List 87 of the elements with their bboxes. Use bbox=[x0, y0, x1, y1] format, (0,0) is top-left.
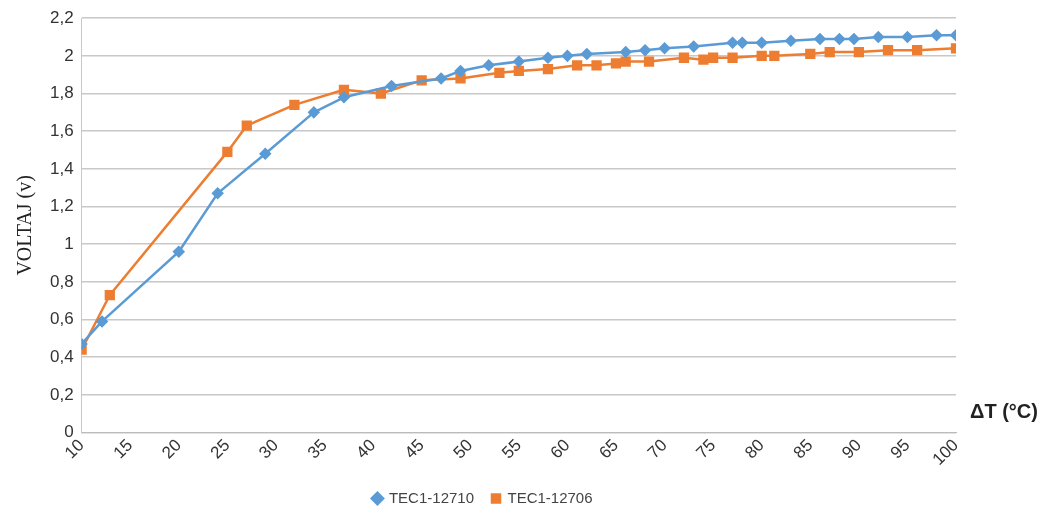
y-tick-label: 1,6 bbox=[49, 120, 74, 140]
point bbox=[610, 58, 622, 69]
point bbox=[581, 48, 593, 60]
point bbox=[620, 56, 631, 67]
point bbox=[814, 33, 826, 45]
y-tick-label: 2,2 bbox=[49, 7, 74, 27]
x-tick-label: 25 bbox=[206, 435, 234, 463]
point bbox=[785, 35, 797, 47]
point bbox=[912, 45, 923, 56]
point bbox=[96, 315, 108, 328]
x-tick-label: 40 bbox=[352, 435, 380, 463]
point bbox=[435, 72, 447, 85]
x-tick-label: 30 bbox=[255, 435, 283, 463]
point bbox=[658, 42, 671, 55]
y-tick-label: 0,6 bbox=[49, 309, 74, 329]
x-tick-label: 80 bbox=[741, 435, 768, 463]
point bbox=[727, 52, 738, 63]
point bbox=[619, 46, 632, 58]
x-tick-label: 35 bbox=[303, 435, 331, 463]
point bbox=[104, 289, 115, 301]
point bbox=[824, 46, 835, 58]
point bbox=[756, 50, 767, 61]
point bbox=[513, 65, 524, 77]
point bbox=[848, 33, 860, 45]
point bbox=[726, 36, 739, 49]
x-tick-label: 50 bbox=[449, 435, 477, 463]
point bbox=[643, 56, 655, 67]
x-tick-label: 20 bbox=[158, 435, 185, 463]
x-tick-label: 60 bbox=[546, 435, 574, 463]
point bbox=[707, 52, 719, 63]
point bbox=[259, 148, 271, 160]
point bbox=[173, 245, 185, 258]
point bbox=[241, 120, 252, 131]
point bbox=[455, 73, 466, 84]
point bbox=[308, 106, 320, 119]
x-tick-label: 75 bbox=[692, 435, 720, 463]
legend-label: TEC1-12706 bbox=[507, 488, 593, 506]
x-tick-label: 55 bbox=[498, 435, 525, 463]
point bbox=[494, 67, 505, 78]
x-tick-label: 90 bbox=[838, 435, 865, 463]
point bbox=[769, 50, 780, 61]
point bbox=[571, 60, 583, 71]
x-tick-label: 65 bbox=[595, 435, 623, 463]
point bbox=[678, 52, 690, 63]
y-tick-label: 0,8 bbox=[49, 271, 74, 291]
y-tick-label: 1,4 bbox=[49, 158, 74, 178]
point bbox=[872, 31, 885, 43]
x-axis-title: ΔT (°C) bbox=[970, 400, 1038, 423]
point bbox=[289, 99, 300, 110]
y-tick-label: 0,2 bbox=[49, 384, 74, 404]
point bbox=[385, 80, 398, 92]
point bbox=[930, 29, 943, 41]
x-tick-label: 100 bbox=[928, 435, 963, 469]
point bbox=[853, 46, 864, 58]
y-tick-label: 0 bbox=[64, 422, 74, 442]
point bbox=[513, 55, 525, 68]
point bbox=[211, 187, 224, 200]
point bbox=[222, 146, 233, 158]
legend-label: TEC1-12710 bbox=[388, 488, 475, 506]
point bbox=[833, 33, 846, 45]
point bbox=[639, 44, 651, 56]
x-tick-label: 70 bbox=[643, 435, 671, 463]
point bbox=[561, 50, 574, 62]
point bbox=[542, 52, 554, 64]
y-tick-label: 1,2 bbox=[49, 196, 74, 216]
point bbox=[687, 40, 700, 53]
x-tick-label: 15 bbox=[109, 435, 137, 463]
point bbox=[454, 65, 467, 77]
y-tick-label: 2 bbox=[64, 45, 74, 65]
point bbox=[542, 63, 554, 75]
point bbox=[698, 54, 709, 65]
point bbox=[591, 60, 602, 71]
point bbox=[882, 45, 894, 56]
point bbox=[901, 31, 914, 43]
point bbox=[375, 88, 386, 99]
y-tick-label: 1 bbox=[64, 233, 74, 253]
point bbox=[338, 91, 350, 104]
y-tick-label: 1,8 bbox=[49, 83, 74, 103]
x-tick-label: 45 bbox=[400, 435, 428, 463]
y-axis-title: VOLTAJ (v) bbox=[13, 175, 37, 276]
point bbox=[805, 48, 816, 60]
x-tick-label: 95 bbox=[886, 435, 914, 463]
y-tick-label: 0,4 bbox=[49, 346, 74, 366]
point bbox=[755, 36, 768, 49]
point bbox=[736, 36, 749, 49]
x-tick-label: 85 bbox=[789, 435, 817, 463]
point bbox=[482, 59, 495, 72]
